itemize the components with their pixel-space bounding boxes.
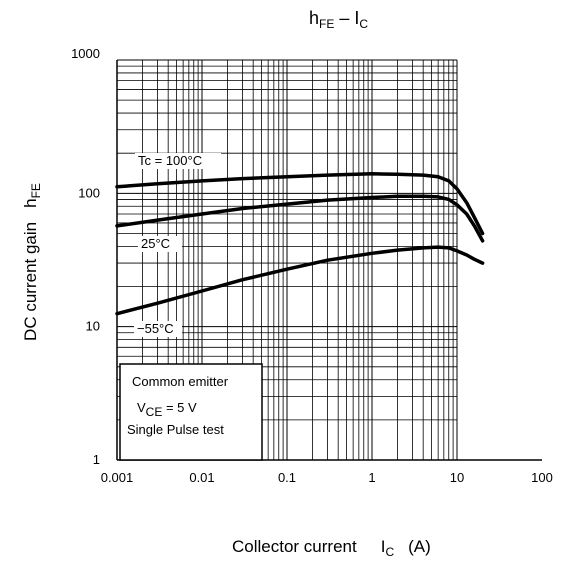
x-axis-label-unit: (A): [408, 537, 431, 556]
y-axis-label-sub: FE: [29, 183, 43, 198]
series-label: 25°C: [141, 236, 170, 251]
series-label: Tc = 100°C: [138, 153, 202, 168]
title-rhs-sub: C: [359, 17, 368, 31]
series-line: [115, 194, 485, 243]
x-tick-label: 100: [531, 470, 553, 485]
series-lines: [115, 172, 485, 316]
y-tick-label: 1: [93, 452, 100, 467]
y-tick-label: 10: [86, 319, 100, 334]
x-axis-label: Collector current IC (A): [232, 537, 431, 559]
x-tick-label: 0.01: [189, 470, 214, 485]
x-tick-label: 10: [450, 470, 464, 485]
x-tick-label: 1: [368, 470, 375, 485]
annotation-box: Common emitter VCE = 5 V Single Pulse te…: [119, 363, 263, 461]
x-axis-label-sym: I: [381, 537, 386, 556]
chart-title: hFE – IC: [309, 8, 368, 31]
annotation-line-3: Single Pulse test: [127, 422, 224, 437]
y-axis-label: DC current gain hFE: [21, 183, 43, 341]
annotation-line-2: VCE = 5 V: [137, 400, 197, 419]
series-label-bg: [134, 321, 182, 337]
series-labels: Tc = 100°C 25°C −55°C: [134, 153, 221, 337]
annotation-vce-rest: = 5 V: [162, 400, 197, 415]
x-tick-label: 0.1: [278, 470, 296, 485]
y-axis-label-sym: h: [21, 198, 40, 207]
title-sep: –: [334, 8, 354, 28]
series-line: [115, 245, 485, 316]
y-tick-label: 1000: [71, 46, 100, 61]
annotation-vce-sym: V: [137, 400, 146, 415]
annotation-frame: [119, 363, 263, 461]
series-label-bg: [138, 236, 182, 252]
x-axis-label-sub: C: [385, 545, 394, 559]
annotation-line-1: Common emitter: [132, 374, 229, 389]
y-tick-label: 100: [78, 185, 100, 200]
title-main-sub: FE: [319, 17, 334, 31]
title-main: h: [309, 8, 319, 28]
x-tick-label: 0.001: [101, 470, 134, 485]
series-line: [115, 172, 485, 236]
y-axis-label-text: DC current gain: [21, 222, 40, 341]
x-axis-label-text: Collector current: [232, 537, 357, 556]
series-label: −55°C: [137, 321, 174, 336]
title-rhs: I: [354, 8, 359, 28]
annotation-vce-sub: CE: [146, 405, 163, 419]
tick-labels: 0.001 0.01 0.1 1 10 100 1 10 100 1000: [71, 46, 553, 485]
series-label-bg: [135, 153, 221, 169]
